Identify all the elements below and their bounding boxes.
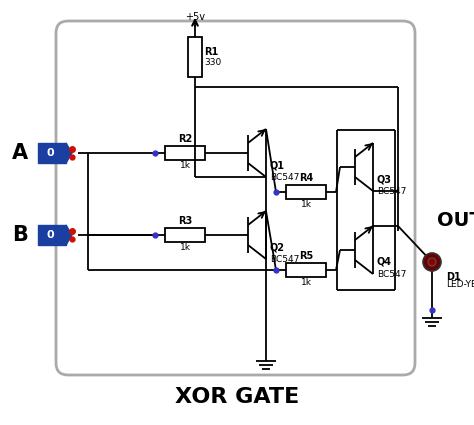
Text: +5v: +5v	[185, 12, 205, 22]
Text: A: A	[12, 143, 28, 163]
Text: BC547: BC547	[377, 187, 406, 196]
Text: LED-YELLOW: LED-YELLOW	[446, 280, 474, 289]
Text: R1: R1	[204, 47, 218, 57]
Bar	[165, 228, 205, 242]
Text: 1k: 1k	[180, 243, 191, 252]
Bar	[165, 146, 205, 160]
Polygon shape	[66, 143, 72, 163]
Text: Q3: Q3	[377, 174, 392, 184]
Text: R3: R3	[178, 216, 192, 226]
Bar	[188, 37, 202, 77]
Bar	[286, 185, 326, 199]
Text: BC547: BC547	[377, 270, 406, 279]
Text: D1: D1	[446, 272, 461, 282]
Text: Q4: Q4	[377, 257, 392, 267]
Bar	[38, 143, 66, 163]
Text: OUT: OUT	[437, 210, 474, 230]
Text: Q2: Q2	[270, 242, 285, 252]
Text: Q1: Q1	[270, 160, 285, 170]
Text: 0: 0	[46, 148, 54, 158]
Text: BC547: BC547	[270, 173, 300, 182]
Text: R5: R5	[299, 251, 313, 261]
Text: B: B	[12, 225, 28, 245]
Text: BC547: BC547	[270, 255, 300, 264]
Text: 1k: 1k	[180, 161, 191, 170]
Circle shape	[428, 258, 436, 266]
Polygon shape	[66, 225, 72, 245]
Circle shape	[423, 253, 441, 271]
Text: 1k: 1k	[301, 200, 311, 209]
Bar	[38, 225, 66, 245]
Text: 1k: 1k	[301, 278, 311, 287]
Text: 330: 330	[204, 57, 221, 66]
Text: 0: 0	[46, 230, 54, 240]
Bar	[286, 263, 326, 277]
Text: XOR GATE: XOR GATE	[175, 387, 299, 407]
Text: R2: R2	[178, 134, 192, 144]
Text: R4: R4	[299, 173, 313, 183]
